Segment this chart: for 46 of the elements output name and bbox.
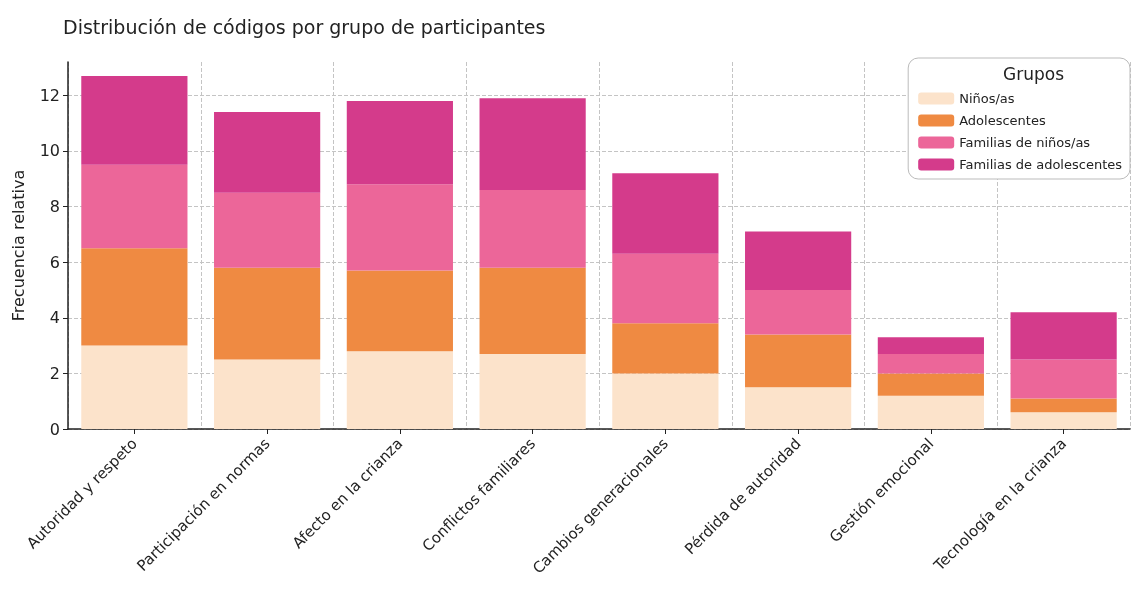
bar	[214, 192, 321, 268]
bar	[346, 270, 453, 352]
bar	[877, 373, 984, 396]
bar	[479, 189, 586, 268]
bar	[81, 345, 188, 429]
bar	[1010, 412, 1117, 429]
bar	[81, 164, 188, 249]
legend-title: Grupos	[1003, 63, 1065, 84]
y-tick-label: 4	[49, 308, 60, 328]
chart-title: Distribución de códigos por grupo de participantes	[63, 15, 546, 38]
legend-label: Adolescentes	[959, 113, 1046, 128]
bar	[214, 359, 321, 429]
bar	[745, 231, 852, 290]
bar	[214, 267, 321, 360]
bar	[877, 337, 984, 354]
bar	[612, 173, 719, 254]
bar	[346, 100, 453, 185]
bar	[81, 75, 188, 165]
bar	[612, 373, 719, 429]
bar	[612, 253, 719, 324]
bar	[745, 387, 852, 429]
bar	[1010, 312, 1117, 360]
bar	[81, 248, 188, 346]
bar	[745, 334, 852, 388]
bar	[877, 395, 984, 429]
y-tick-label: 10	[39, 141, 60, 161]
bar	[479, 267, 586, 354]
bar	[346, 184, 453, 271]
bar	[1010, 359, 1117, 399]
bar	[214, 112, 321, 193]
bar	[479, 353, 586, 429]
legend-label: Familias de adolescentes	[959, 157, 1123, 172]
bar	[745, 289, 852, 335]
bar	[877, 353, 984, 374]
y-tick-label: 0	[49, 419, 60, 439]
legend-label: Familias de niños/as	[959, 135, 1091, 150]
y-tick-label: 2	[49, 363, 60, 383]
y-tick-label: 6	[49, 252, 60, 272]
legend-label: Niños/as	[959, 91, 1015, 106]
bar	[1010, 398, 1117, 413]
y-tick-label: 8	[49, 197, 60, 217]
bar	[346, 351, 453, 429]
bar	[612, 323, 719, 374]
y-axis-title: Frecuencia relativa	[8, 169, 28, 322]
y-tick-label: 12	[39, 85, 60, 105]
bar	[479, 98, 586, 190]
